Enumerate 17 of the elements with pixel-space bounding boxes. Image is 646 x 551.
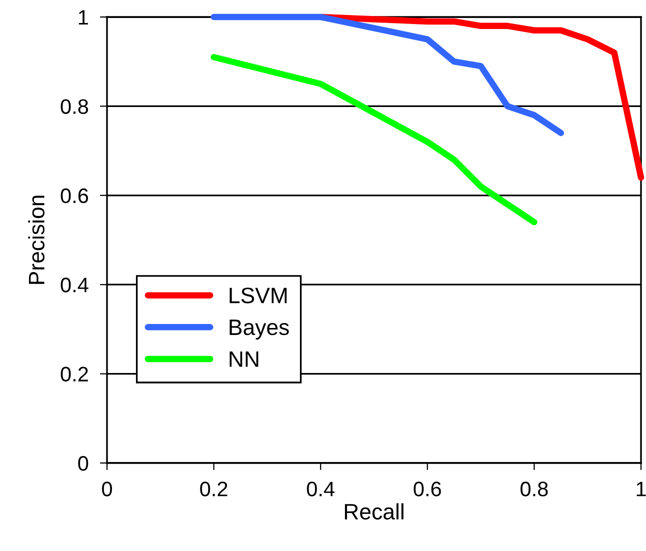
x-tick-label: 0.4 xyxy=(306,482,334,496)
y-tick-label: 0.6 xyxy=(60,188,88,204)
x-tick-label: 0.2 xyxy=(200,482,228,496)
x-tick-label: 0 xyxy=(102,482,112,496)
y-tick-label: 0.8 xyxy=(60,99,88,114)
y-tick-label: 0.4 xyxy=(60,278,88,292)
x-tick-label: 1 xyxy=(636,482,646,496)
x-tick-label: 0.6 xyxy=(414,482,441,496)
x-axis-title: Recall xyxy=(344,503,404,520)
legend-label: LSVM xyxy=(230,288,287,304)
legend-label: NN xyxy=(230,351,258,367)
y-axis-title: Precision xyxy=(28,196,44,284)
x-tick-label: 0.8 xyxy=(520,482,548,496)
legend-label: Bayes xyxy=(230,320,289,340)
y-tick-label: 1 xyxy=(78,10,88,25)
y-tick-label: 0.2 xyxy=(60,366,88,382)
y-tick-label: 0 xyxy=(78,456,88,471)
